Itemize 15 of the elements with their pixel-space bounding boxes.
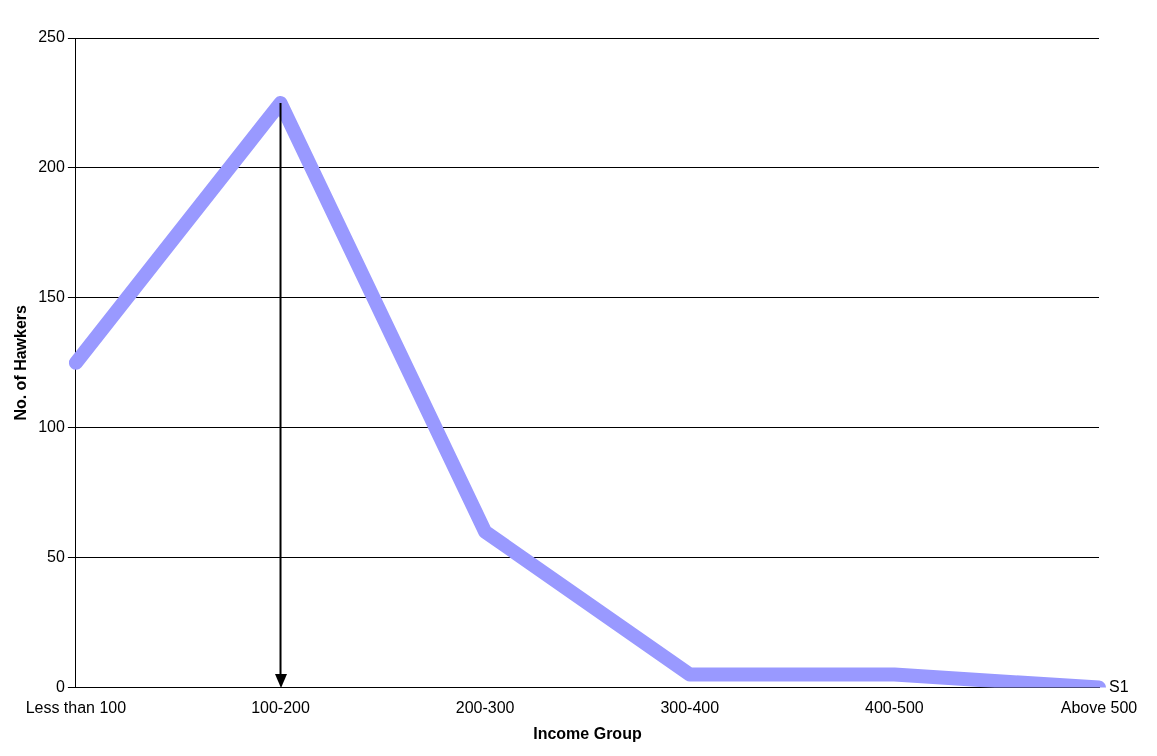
y-axis-title: No. of Hawkers [12, 304, 30, 421]
x-tick-label: 400-500 [865, 698, 924, 716]
x-tick-label: Above 500 [1060, 698, 1138, 716]
x-tick-label: 300-400 [660, 698, 720, 716]
x-axis-title: Income Group [533, 724, 642, 742]
x-tick-label: 200-300 [455, 698, 515, 716]
y-tick-label: 150 [38, 288, 65, 306]
y-tick-label: 50 [47, 548, 65, 566]
y-tick-label: 100 [38, 418, 65, 436]
x-tick-label: 100-200 [251, 698, 310, 716]
y-tick-label: 0 [55, 678, 65, 696]
y-tick-label: 250 [38, 28, 65, 46]
series-label: S1 [1109, 678, 1129, 696]
x-tick-label: Less than 100 [25, 698, 127, 716]
y-tick-label: 200 [38, 158, 65, 176]
